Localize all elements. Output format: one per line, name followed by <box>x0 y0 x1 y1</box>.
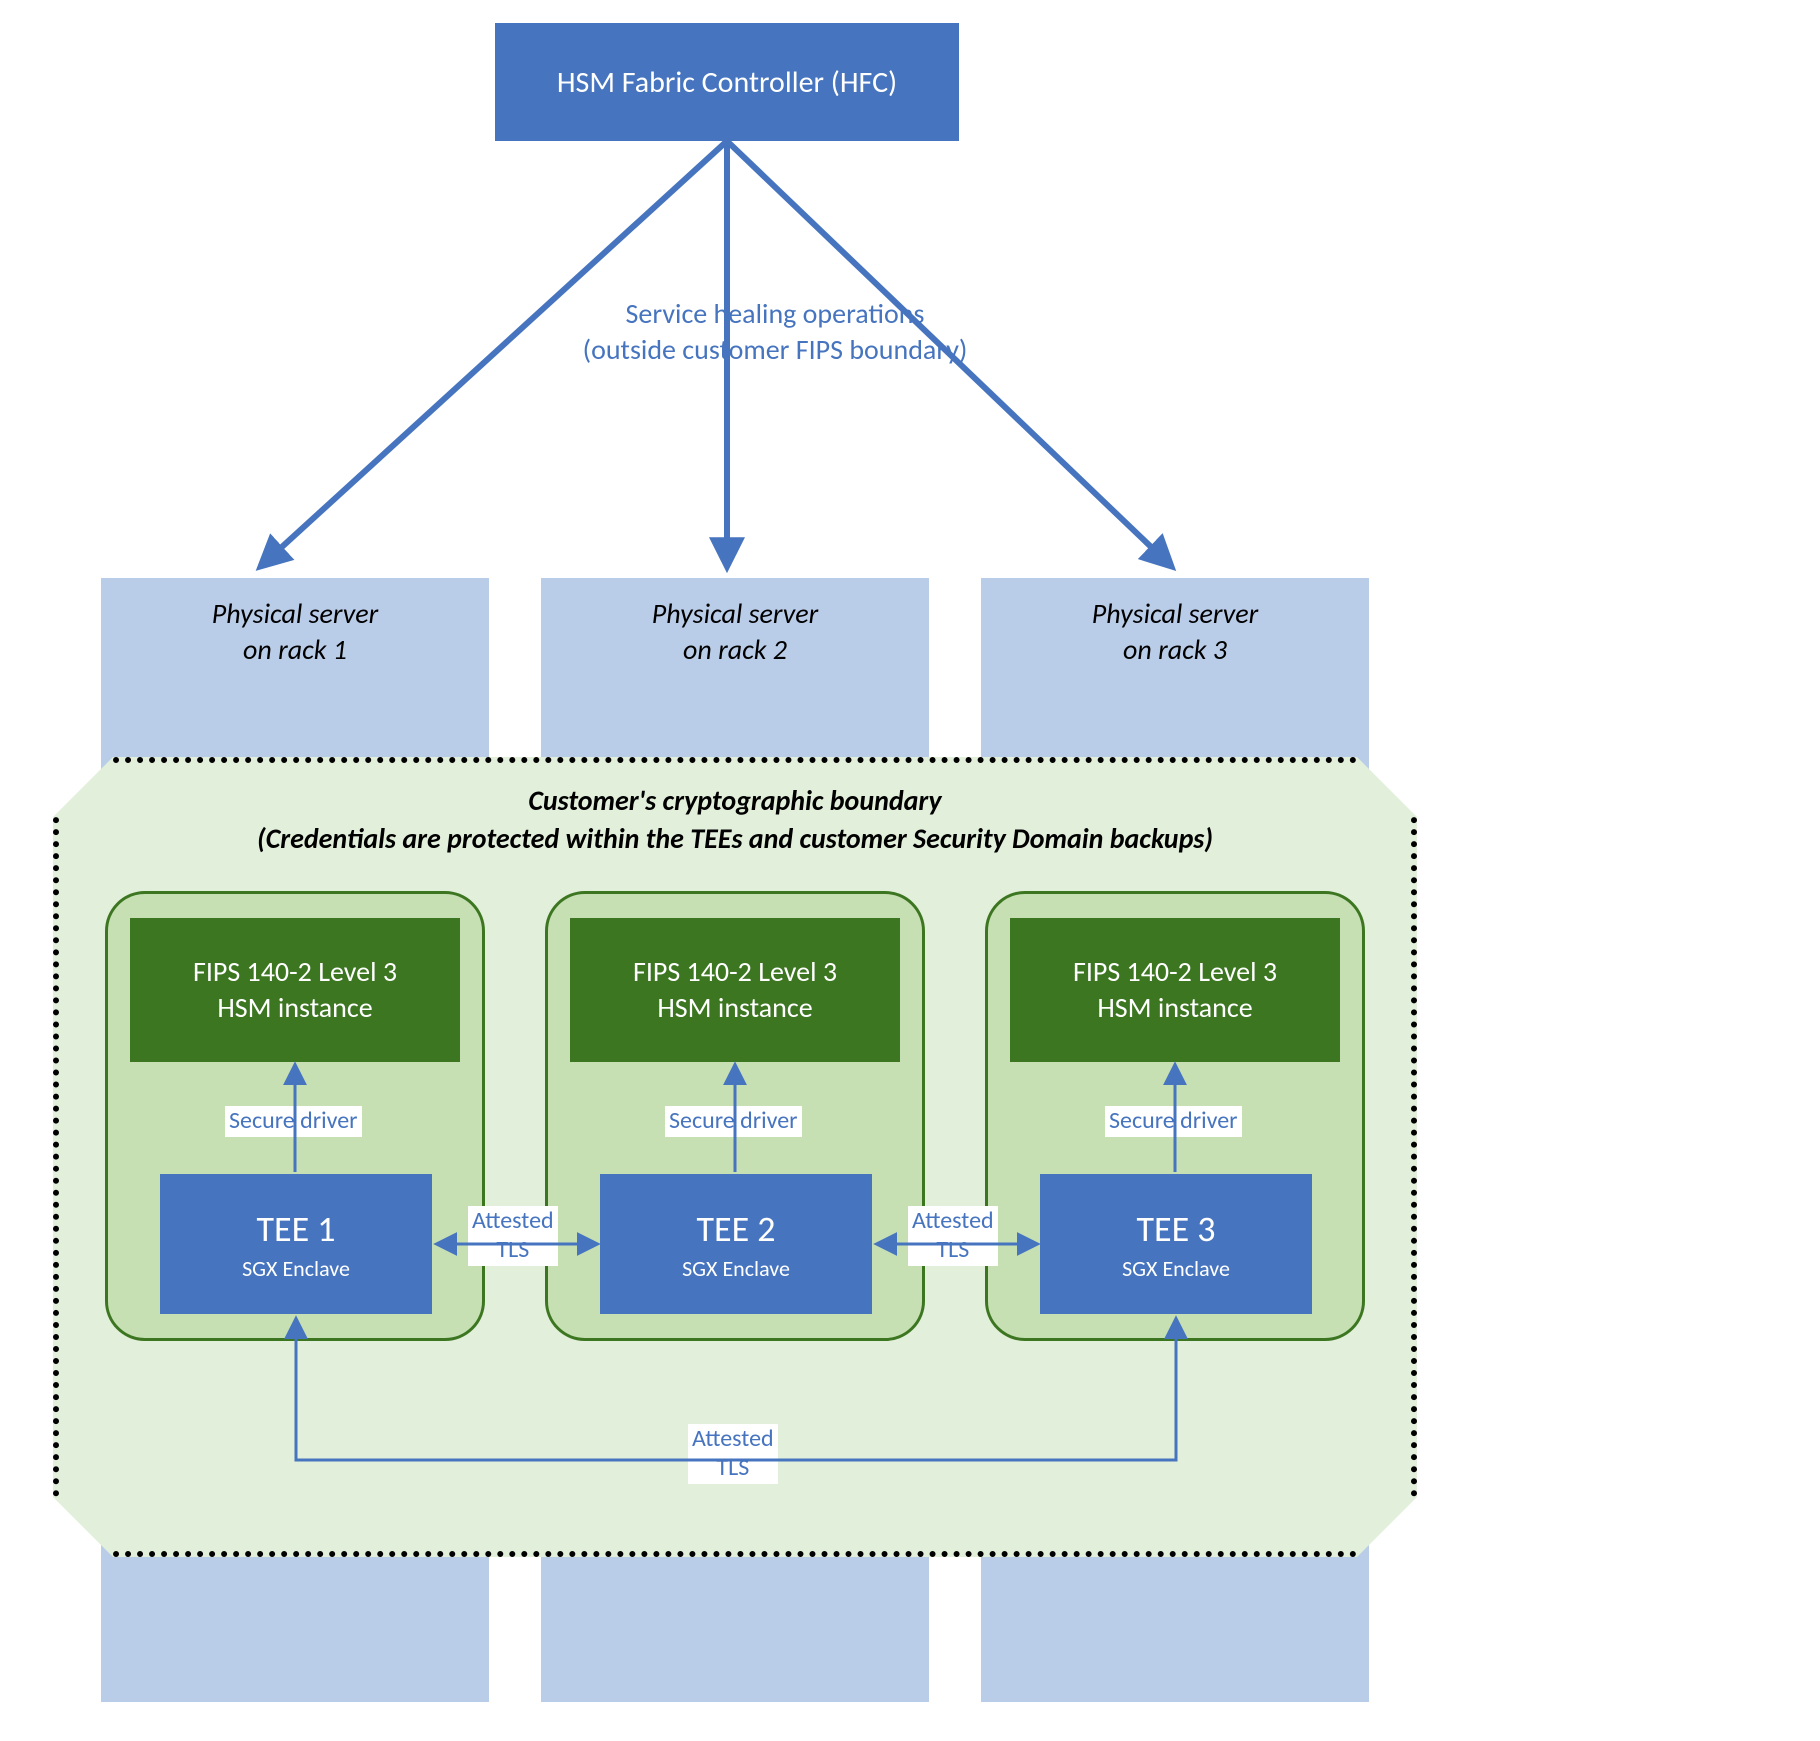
attested-tls-label-1: Attested TLS <box>468 1206 558 1266</box>
tee-3: TEE 3 SGX Enclave <box>1040 1174 1312 1314</box>
secure-driver-label-3: Secure driver <box>1105 1106 1242 1137</box>
tee-1: TEE 1 SGX Enclave <box>160 1174 432 1314</box>
crypto-line1: Customer's cryptographic boundary <box>53 782 1417 820</box>
hsm-instance-1: FIPS 140-2 Level 3 HSM instance <box>130 918 460 1062</box>
service-line1: Service healing operations <box>555 296 995 332</box>
crypto-line2: (Credentials are protected within the TE… <box>53 820 1417 858</box>
hsm-instance-2: FIPS 140-2 Level 3 HSM instance <box>570 918 900 1062</box>
attested-tls-label-2: Attested TLS <box>908 1206 998 1266</box>
hfc-controller-box: HSM Fabric Controller (HFC) <box>495 23 959 141</box>
secure-driver-label-1: Secure driver <box>225 1106 362 1137</box>
service-healing-label: Service healing operations (outside cust… <box>555 296 995 369</box>
attested-tls-label-3: Attested TLS <box>688 1424 778 1484</box>
hfc-label: HSM Fabric Controller (HFC) <box>557 64 897 101</box>
service-line2: (outside customer FIPS boundary) <box>555 332 995 368</box>
secure-driver-label-2: Secure driver <box>665 1106 802 1137</box>
crypto-boundary-title: Customer's cryptographic boundary (Crede… <box>53 782 1417 858</box>
hsm-instance-3: FIPS 140-2 Level 3 HSM instance <box>1010 918 1340 1062</box>
tee-2: TEE 2 SGX Enclave <box>600 1174 872 1314</box>
